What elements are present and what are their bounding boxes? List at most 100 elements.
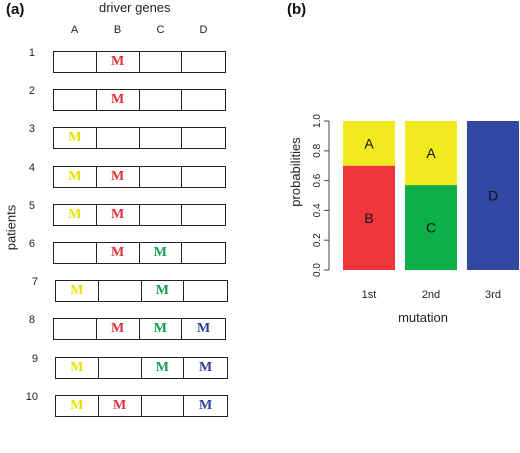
x-tick-label: 2nd bbox=[422, 289, 440, 301]
gene-column-label-b: B bbox=[113, 24, 122, 36]
bars: B A C A D bbox=[343, 121, 519, 270]
gene-cell-c bbox=[140, 205, 183, 225]
gene-cell-a bbox=[54, 90, 97, 110]
gene-cell-c bbox=[142, 396, 185, 416]
mutation-mark: M bbox=[113, 398, 127, 413]
mutation-mark: M bbox=[111, 54, 125, 69]
y-tick-label: 0.4 bbox=[312, 203, 323, 217]
mutation-mark: M bbox=[111, 245, 125, 260]
gene-cell-b: M bbox=[99, 396, 142, 416]
gene-cell-b: M bbox=[97, 319, 140, 339]
x-tick-label: 3rd bbox=[485, 289, 501, 301]
panel-a-label: (a) bbox=[6, 1, 25, 18]
mutation-mark: M bbox=[70, 360, 84, 375]
gene-cell-a: M bbox=[56, 396, 99, 416]
mutation-mark: M bbox=[199, 398, 213, 413]
gene-cell-b: M bbox=[97, 167, 140, 187]
bar-segment-label: A bbox=[364, 135, 374, 151]
patient-label: 4 bbox=[28, 162, 35, 174]
mutation-mark: M bbox=[70, 398, 84, 413]
gene-cell-c bbox=[140, 128, 183, 148]
patient-label: 1 bbox=[28, 47, 35, 59]
patient-label: 6 bbox=[28, 238, 35, 250]
gene-cell-d: M bbox=[184, 358, 227, 378]
gene-cell-d bbox=[182, 90, 225, 110]
mutation-mark: M bbox=[70, 283, 84, 298]
x-axis-label: mutation bbox=[398, 310, 448, 325]
bar-segment-1st-b bbox=[343, 165, 395, 270]
patient-row: M bbox=[53, 51, 226, 73]
y-tick-label: 0.6 bbox=[312, 173, 323, 187]
patient-label: 5 bbox=[28, 200, 35, 212]
patient-label: 2 bbox=[28, 85, 35, 97]
x-tick-labels: 1st 2nd 3rd bbox=[362, 289, 501, 301]
mutation-mark: M bbox=[111, 169, 125, 184]
bar-segment-1st-a bbox=[343, 121, 395, 166]
gene-cell-b bbox=[99, 281, 142, 301]
y-tick-label: 0.2 bbox=[312, 233, 323, 247]
gene-cell-a bbox=[54, 52, 97, 72]
bar-segment-label: A bbox=[426, 145, 436, 161]
gene-cell-a bbox=[54, 319, 97, 339]
driver-genes-title: driver genes bbox=[99, 0, 171, 15]
gene-cell-d: M bbox=[184, 396, 227, 416]
mutation-mark: M bbox=[68, 130, 82, 145]
gene-cell-d bbox=[184, 281, 227, 301]
y-tick-label: 1.0 bbox=[312, 114, 323, 128]
gene-cell-c: M bbox=[142, 281, 185, 301]
bar-segment-3rd-d bbox=[467, 121, 519, 270]
bar-segment-2nd-a bbox=[405, 121, 457, 186]
mutation-mark: M bbox=[68, 169, 82, 184]
gene-column-label-c: C bbox=[156, 24, 165, 36]
gene-cell-c bbox=[140, 90, 183, 110]
gene-cell-d bbox=[182, 243, 225, 263]
gene-cell-d: M bbox=[182, 319, 225, 339]
patient-label: 9 bbox=[31, 353, 38, 365]
patient-row: M bbox=[53, 127, 226, 149]
gene-cell-d bbox=[182, 128, 225, 148]
patient-label: 7 bbox=[31, 276, 38, 288]
panel-b-label: (b) bbox=[287, 1, 307, 18]
mutation-mark: M bbox=[155, 283, 169, 298]
gene-cell-c: M bbox=[140, 319, 183, 339]
probability-stacked-bar-chart: 0.0 0.2 0.4 0.6 0.8 1.0 B A C A D 1st 2nd 3rd proba… bbox=[288, 114, 519, 325]
gene-cell-a: M bbox=[54, 205, 97, 225]
mutation-mark: M bbox=[153, 245, 167, 260]
y-axis-label: probabilities bbox=[288, 137, 303, 207]
mutation-mark: M bbox=[111, 207, 125, 222]
y-axis: 0.0 0.2 0.4 0.6 0.8 1.0 bbox=[312, 114, 330, 277]
bar-segment-label: D bbox=[488, 188, 498, 204]
gene-cell-b bbox=[97, 128, 140, 148]
gene-cell-c bbox=[140, 52, 183, 72]
gene-column-label-a: A bbox=[70, 24, 79, 36]
gene-cell-a bbox=[54, 243, 97, 263]
gene-cell-c bbox=[140, 167, 183, 187]
gene-cell-b: M bbox=[97, 90, 140, 110]
gene-cell-d bbox=[182, 167, 225, 187]
mutation-mark: M bbox=[111, 321, 125, 336]
mutation-mark: M bbox=[153, 321, 167, 336]
patient-label: 8 bbox=[28, 314, 35, 326]
gene-cell-b: M bbox=[97, 52, 140, 72]
gene-cell-c: M bbox=[140, 243, 183, 263]
patients-axis-label: patients bbox=[3, 204, 19, 251]
gene-cell-c: M bbox=[142, 358, 185, 378]
gene-cell-b: M bbox=[97, 243, 140, 263]
mutation-mark: M bbox=[199, 360, 213, 375]
patient-row: M bbox=[53, 89, 226, 111]
patient-label: 3 bbox=[28, 123, 35, 135]
gene-cell-a: M bbox=[56, 358, 99, 378]
gene-cell-b bbox=[99, 358, 142, 378]
gene-cell-d bbox=[182, 52, 225, 72]
bar-segment-2nd-c bbox=[405, 185, 457, 270]
gene-cell-d bbox=[182, 205, 225, 225]
gene-cell-b: M bbox=[97, 205, 140, 225]
gene-cell-a: M bbox=[54, 128, 97, 148]
